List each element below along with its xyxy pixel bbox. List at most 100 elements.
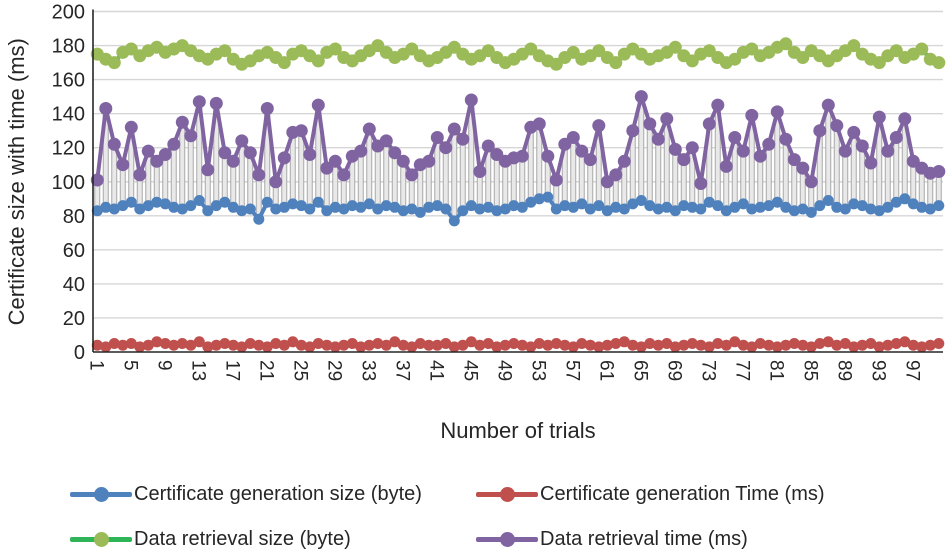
x-tick-label: 53 <box>527 360 548 381</box>
series-marker <box>720 205 732 217</box>
chart-legend-row-1: Certificate generation size (byte) Certi… <box>0 474 950 514</box>
series-marker <box>431 339 443 351</box>
series-marker <box>890 338 902 349</box>
series-marker <box>515 149 529 163</box>
series-marker <box>821 98 835 112</box>
y-tick-label: 100 <box>52 172 85 194</box>
chart-area: 0 20 40 60 80 100 120 140 160 180 200 1 5 9 13 17 21 25 29… <box>4 2 946 443</box>
updown-bar <box>374 145 381 210</box>
series-marker <box>804 175 818 189</box>
series-marker <box>491 341 503 353</box>
series-marker <box>202 205 214 217</box>
series-marker <box>771 341 783 353</box>
y-tick-label: 160 <box>52 70 85 92</box>
series-marker <box>142 200 154 212</box>
series-marker <box>457 205 469 217</box>
updown-bar <box>655 138 662 210</box>
series-marker <box>763 339 775 351</box>
series-marker <box>924 339 936 351</box>
series-marker <box>491 205 503 217</box>
series-marker <box>321 339 333 351</box>
series-marker <box>720 339 732 351</box>
series-marker <box>898 112 912 126</box>
updown-bar <box>459 138 466 212</box>
series-marker <box>907 339 919 351</box>
series-marker <box>362 122 376 136</box>
series-marker <box>746 203 758 215</box>
updown-bar <box>179 121 186 210</box>
series-marker <box>601 205 613 217</box>
series-marker <box>295 339 307 351</box>
series-marker <box>107 56 121 70</box>
series-marker <box>321 205 333 217</box>
series-marker <box>396 154 410 168</box>
series-marker <box>525 341 537 353</box>
series-marker <box>422 154 436 168</box>
updown-bar <box>111 143 118 210</box>
updown-bar <box>221 152 228 203</box>
series-marker <box>644 338 656 349</box>
series-marker <box>329 341 341 353</box>
series-marker <box>236 341 248 353</box>
updown-bar <box>238 140 245 212</box>
legend-item-cert-gen-time: Certificate generation Time (ms) <box>476 474 825 514</box>
series-marker <box>873 341 885 353</box>
series-marker <box>134 203 146 215</box>
x-tick-label: 81 <box>765 360 786 381</box>
series-marker <box>729 201 741 213</box>
series-marker <box>933 200 945 212</box>
series-marker <box>363 198 375 210</box>
series-marker <box>856 339 868 351</box>
series-marker <box>107 137 121 151</box>
series-marker <box>814 200 826 212</box>
series-marker <box>414 206 426 218</box>
series-marker <box>728 131 742 144</box>
series-marker <box>440 338 452 349</box>
series-marker <box>669 205 681 217</box>
series-marker <box>202 341 214 353</box>
series-marker <box>151 196 163 208</box>
series-marker <box>652 339 664 351</box>
y-tick-label: 140 <box>52 104 85 126</box>
series-marker <box>932 56 946 70</box>
updown-bar <box>400 160 407 212</box>
x-tick-label: 93 <box>867 360 888 381</box>
series-marker <box>838 144 852 158</box>
series-marker <box>797 203 809 215</box>
series-marker <box>576 198 588 210</box>
series-marker <box>193 336 205 348</box>
series-marker <box>839 338 851 349</box>
series-marker <box>447 122 461 136</box>
series-marker <box>609 56 623 70</box>
series-marker <box>669 341 681 353</box>
x-tick-label: 61 <box>595 360 616 381</box>
series-marker <box>430 131 444 144</box>
series-marker <box>763 200 775 212</box>
updown-bar <box>672 148 679 212</box>
x-tick-label: 69 <box>663 360 684 381</box>
series-marker <box>499 339 511 351</box>
series-marker <box>159 338 171 349</box>
series-marker <box>779 132 793 146</box>
updown-bar <box>578 150 585 205</box>
series-marker <box>890 196 902 208</box>
series-marker <box>226 154 240 168</box>
series-marker <box>762 137 776 151</box>
series-marker <box>780 339 792 351</box>
series-marker <box>626 124 640 138</box>
series-marker <box>405 168 419 182</box>
series-marker <box>219 338 231 349</box>
series-marker <box>525 196 537 208</box>
updown-bar <box>833 125 840 208</box>
legend-label: Certificate generation size (byte) <box>134 482 422 505</box>
series-marker <box>541 149 555 163</box>
series-marker <box>304 341 316 353</box>
series-marker <box>328 154 342 168</box>
legend-item-cert-gen-size: Certificate generation size (byte) <box>70 474 422 514</box>
series-marker <box>311 54 325 68</box>
series-marker <box>610 201 622 213</box>
series-marker <box>813 124 827 138</box>
series-marker <box>584 203 596 215</box>
updown-bar <box>740 150 747 205</box>
series-marker <box>338 339 350 351</box>
